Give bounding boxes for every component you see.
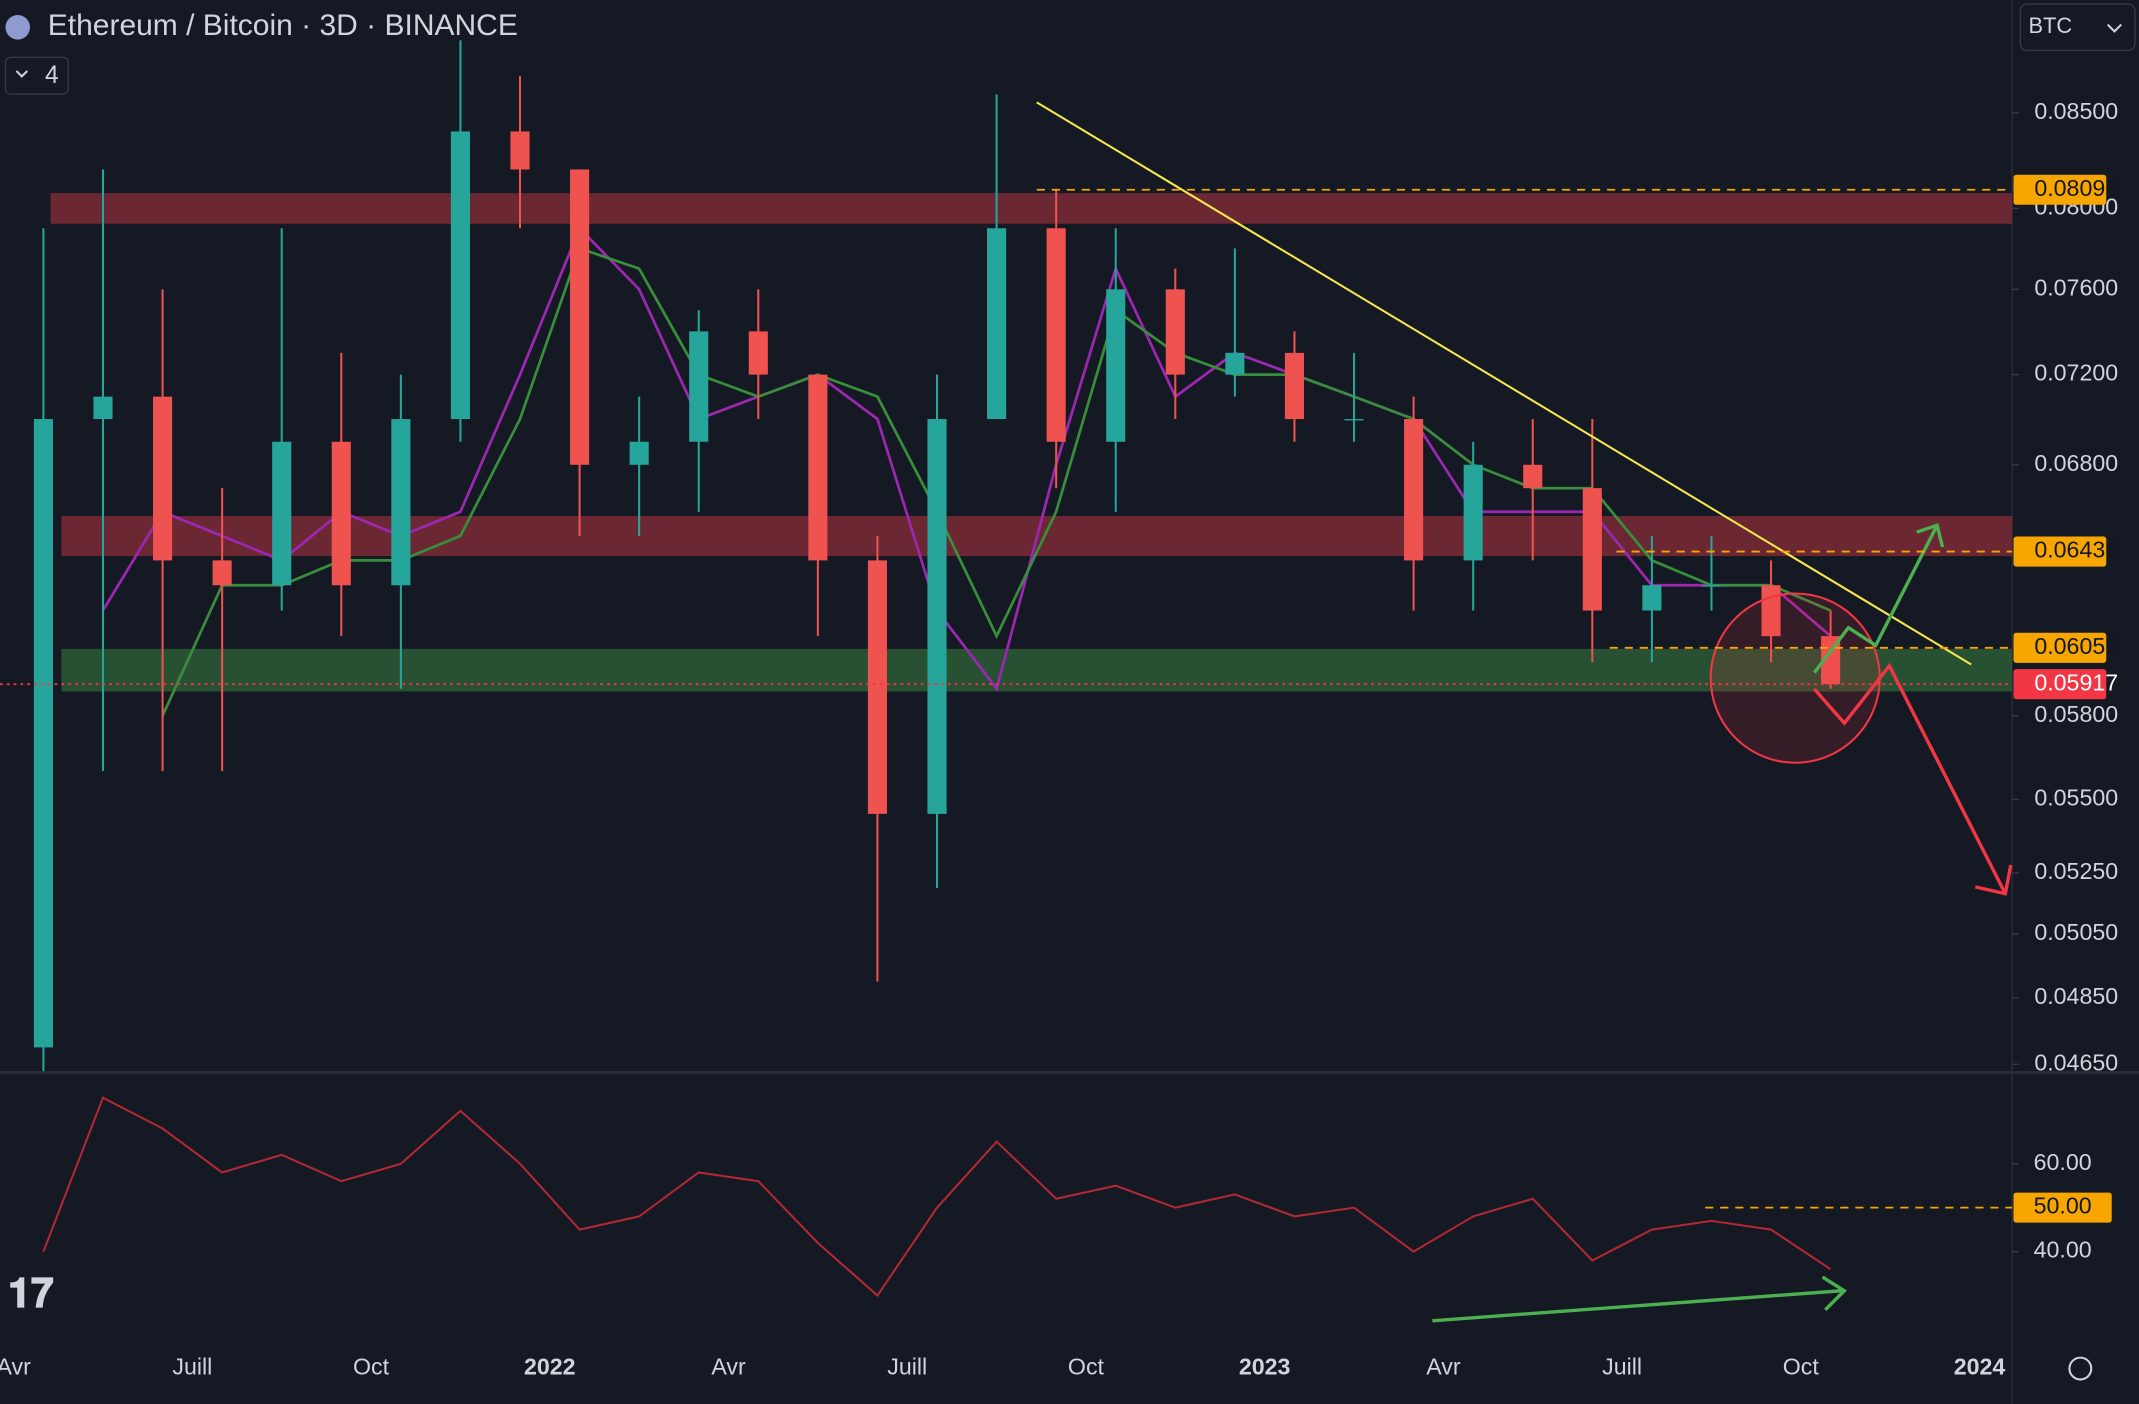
level-label-bg [2013, 1192, 2112, 1223]
x-tick-label: Juill [1602, 1354, 1642, 1380]
settings-icon[interactable] [2068, 1356, 2093, 1381]
candle-body [1106, 289, 1126, 442]
candle-body [510, 131, 530, 170]
zone [50, 193, 2013, 224]
candle-body [153, 396, 173, 561]
bull-arrow-head [1916, 523, 1945, 548]
plot [33, 40, 1841, 1298]
candle-body [1642, 585, 1662, 611]
level-label-bg [2013, 669, 2107, 700]
divergence-line [1432, 1289, 1842, 1323]
candle-body [1284, 352, 1305, 420]
symbol-icon [5, 15, 31, 40]
level-label: 50.00 [2034, 1193, 2092, 1219]
chevron [15, 70, 29, 78]
y-tick-label: 0.04650 [2034, 1049, 2118, 1075]
highlight-circle [1709, 592, 1881, 764]
level-label: 0.06436 [2034, 537, 2118, 563]
candle-body [1582, 488, 1602, 611]
x-tick-label: 2023 [1239, 1354, 1291, 1380]
currency-selector[interactable] [2019, 3, 2136, 52]
x-tick-label: Oct [1783, 1354, 1820, 1380]
currency: BTC [2029, 13, 2073, 38]
y-tick-label: 0.05500 [2034, 785, 2118, 811]
candle-body [1523, 464, 1543, 489]
x-tick-label: Avr [711, 1354, 746, 1380]
moving-average [101, 225, 1832, 692]
level-label: 0.08095 [2034, 175, 2118, 201]
candle-body [1463, 464, 1483, 561]
candle-body [808, 374, 828, 561]
x-tick-label: Oct [1068, 1354, 1105, 1380]
y-tick-label: 0.08500 [2034, 98, 2118, 124]
candle-body [391, 419, 411, 586]
candle-body [689, 331, 709, 442]
y-tick-label: 60.00 [2034, 1149, 2092, 1175]
candle-body [570, 169, 590, 465]
moving-average [161, 246, 1832, 717]
x-tick-label: Juill [887, 1354, 927, 1380]
candle-body [1344, 419, 1364, 421]
rsi-line [42, 1096, 1832, 1298]
candle-body [927, 419, 947, 814]
level-label: 0.06055 [2034, 633, 2118, 659]
candle-body [987, 228, 1007, 420]
y-tick-label: 0.05250 [2034, 858, 2118, 884]
y-tick-label: 0.07600 [2034, 274, 2118, 300]
candle-body [867, 560, 887, 814]
x-tick-label: Oct [353, 1354, 390, 1380]
x-tick-label: 2022 [524, 1354, 576, 1380]
y-tick-label: 0.04850 [2034, 983, 2118, 1009]
y-tick-label: 0.05050 [2034, 919, 2118, 945]
candle-body [748, 331, 768, 375]
y-tick-label: 40.00 [2034, 1237, 2092, 1263]
level-label: 0.05917 [2034, 669, 2118, 695]
y-tick-label: 0.07200 [2034, 360, 2118, 386]
level-label-bg [2013, 632, 2107, 663]
indicator-toggle[interactable] [4, 56, 69, 95]
x-tick-label: Avr [1426, 1354, 1461, 1380]
candle-body [1046, 228, 1066, 442]
candle-body [1165, 289, 1185, 375]
trendline [1036, 101, 1972, 666]
candle-body [331, 441, 351, 586]
bull-arrow [1812, 524, 1939, 674]
candle-body [1701, 585, 1722, 587]
level-label-bg [2013, 174, 2107, 205]
divergence-head [1821, 1275, 1848, 1312]
logo: 𝟏𝟕 [8, 1270, 54, 1316]
x-tick-label: Juill [172, 1354, 212, 1380]
chart-title: Ethereum / Bitcoin · 3D · BINANCE [48, 9, 518, 42]
candle-body [1225, 352, 1245, 375]
x-tick-label: Avr [0, 1354, 31, 1380]
candle-body [93, 396, 113, 420]
chevron [2106, 23, 2122, 33]
y-tick-label: 0.05800 [2034, 701, 2118, 727]
candle-body [629, 441, 649, 465]
candle-body [450, 131, 470, 420]
y-tick-label: 0.06800 [2034, 450, 2118, 476]
candle-body [212, 560, 232, 586]
bear-arrow-head [1974, 864, 2013, 896]
level-label-bg [2013, 536, 2107, 567]
x-tick-label: 2024 [1954, 1354, 2006, 1380]
bear-arrow [1813, 662, 2007, 895]
indicator-count: 4 [45, 62, 59, 89]
candle-body [272, 441, 292, 586]
candle-body [33, 419, 53, 1048]
candle-body [1404, 419, 1424, 561]
